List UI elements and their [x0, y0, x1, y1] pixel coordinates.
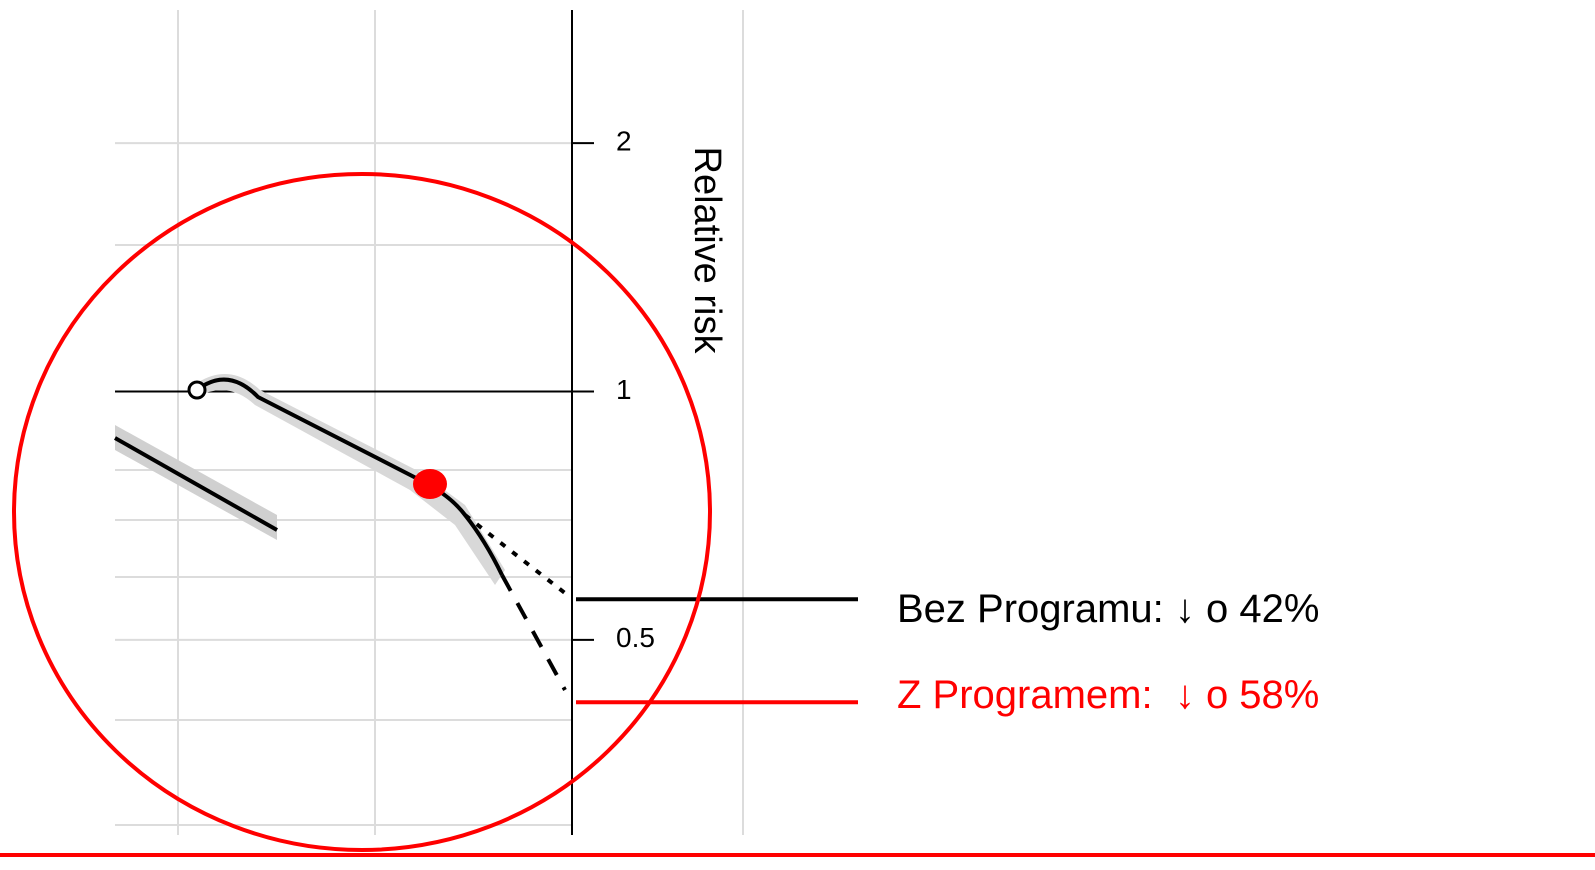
curves: [114, 374, 572, 691]
annotations: Bez Programu: ↓ o 42% Z Programem: ↓ o 58…: [576, 587, 1319, 717]
projection-line: [500, 574, 567, 691]
start-point: [187, 380, 207, 400]
y-tick-label: 2: [616, 126, 632, 157]
highlight-point: [413, 469, 447, 499]
y-tick-label: 0.5: [616, 622, 655, 653]
y-axis-label: Relative risk: [686, 147, 728, 355]
annotation: Bez Programu: ↓ o 42%: [897, 587, 1319, 631]
confidence-band: [197, 374, 505, 585]
grid: [115, 10, 744, 835]
highlight-circle: [12, 172, 712, 852]
y-tick-label: 1: [616, 374, 632, 405]
trend-line: [195, 377, 504, 576]
trend-line: [114, 436, 278, 532]
annotation: Z Programem: ↓ o 58%: [897, 673, 1319, 717]
